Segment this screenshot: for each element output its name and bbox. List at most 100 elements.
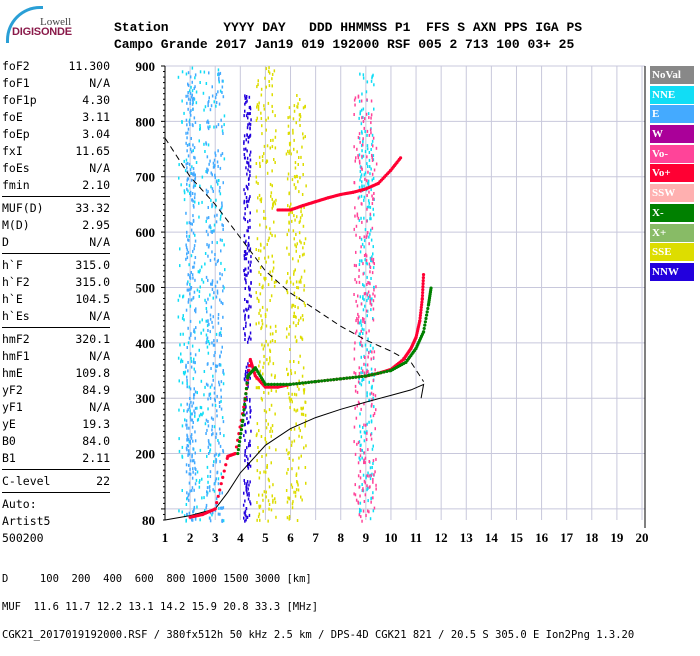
noise-point bbox=[357, 94, 360, 98]
noise-point bbox=[221, 129, 224, 133]
O-trace-point bbox=[242, 405, 246, 409]
noise-point bbox=[257, 107, 260, 111]
noise-point bbox=[259, 249, 262, 253]
noise-point bbox=[264, 437, 266, 440]
noise-point bbox=[194, 411, 196, 415]
noise-point bbox=[367, 509, 369, 513]
O-trace-point bbox=[247, 364, 252, 368]
noise-point bbox=[268, 84, 271, 88]
noise-point bbox=[207, 190, 209, 194]
noise-point bbox=[358, 366, 360, 370]
noise-point bbox=[207, 397, 209, 401]
noise-point bbox=[191, 518, 194, 522]
noise-point bbox=[217, 453, 220, 457]
autoscale-info: 500200 bbox=[2, 531, 44, 545]
noise-point bbox=[244, 109, 246, 113]
noise-point bbox=[193, 328, 195, 332]
noise-point bbox=[244, 338, 246, 341]
noise-point bbox=[190, 412, 192, 416]
noise-point bbox=[246, 246, 249, 250]
noise-point bbox=[188, 452, 191, 456]
noise-point bbox=[355, 156, 357, 160]
noise-point bbox=[191, 412, 193, 416]
noise-point bbox=[186, 426, 188, 430]
noise-point bbox=[263, 246, 265, 250]
noise-point bbox=[360, 435, 362, 439]
noise-point bbox=[205, 219, 207, 223]
noise-point bbox=[367, 179, 370, 183]
noise-point bbox=[269, 348, 271, 352]
noise-point bbox=[275, 389, 277, 393]
noise-point bbox=[177, 75, 180, 79]
noise-point bbox=[187, 83, 190, 87]
noise-point bbox=[359, 112, 361, 116]
noise-point bbox=[193, 329, 195, 333]
noise-point bbox=[353, 440, 355, 444]
noise-point bbox=[368, 262, 371, 266]
noise-point bbox=[286, 291, 289, 295]
noise-point bbox=[358, 321, 360, 325]
noise-point bbox=[207, 233, 209, 237]
noise-point bbox=[369, 128, 372, 132]
noise-point bbox=[296, 215, 298, 219]
noise-point bbox=[305, 184, 307, 188]
noise-point bbox=[190, 178, 193, 182]
x-tick-label: 1 bbox=[162, 530, 169, 545]
noise-point bbox=[194, 361, 196, 365]
noise-point bbox=[297, 180, 299, 184]
noise-point bbox=[246, 395, 248, 399]
noise-point bbox=[275, 515, 277, 519]
noise-point bbox=[185, 94, 187, 98]
noise-point bbox=[369, 266, 372, 269]
noise-point bbox=[247, 116, 249, 120]
noise-point bbox=[295, 422, 297, 426]
noise-point bbox=[212, 378, 214, 382]
noise-point bbox=[246, 126, 249, 130]
noise-point bbox=[294, 305, 296, 308]
noise-point bbox=[290, 372, 293, 376]
noise-point bbox=[211, 240, 213, 244]
noise-point bbox=[199, 518, 201, 522]
noise-point bbox=[209, 470, 212, 474]
noise-point bbox=[193, 290, 196, 294]
noise-point bbox=[371, 156, 373, 159]
noise-point bbox=[249, 480, 251, 484]
noise-point bbox=[296, 286, 298, 289]
noise-point bbox=[185, 518, 187, 522]
noise-point bbox=[214, 404, 217, 407]
param-name: h`E bbox=[2, 292, 23, 306]
noise-point bbox=[369, 295, 371, 299]
noise-point bbox=[189, 168, 192, 172]
noise-point bbox=[244, 156, 246, 160]
noise-point bbox=[244, 450, 246, 454]
noise-point bbox=[371, 142, 373, 146]
noise-point bbox=[217, 477, 220, 481]
noise-point bbox=[188, 463, 190, 467]
noise-point bbox=[244, 459, 246, 463]
noise-point bbox=[255, 175, 257, 179]
noise-point bbox=[305, 481, 307, 485]
noise-point bbox=[369, 477, 372, 481]
noise-point bbox=[365, 258, 368, 262]
noise-point bbox=[287, 149, 289, 153]
noise-point bbox=[219, 208, 222, 212]
noise-point bbox=[263, 104, 265, 108]
digisonde-logo: Lowell DIGISONDE bbox=[4, 4, 74, 43]
noise-point bbox=[255, 248, 257, 251]
noise-point bbox=[207, 320, 209, 324]
noise-point bbox=[372, 292, 374, 296]
noise-point bbox=[293, 175, 296, 179]
noise-point bbox=[222, 519, 225, 523]
noise-point bbox=[289, 325, 291, 328]
noise-point bbox=[353, 227, 355, 231]
X-trace-point bbox=[320, 379, 324, 383]
noise-point bbox=[186, 101, 188, 105]
noise-point bbox=[189, 439, 191, 443]
noise-point bbox=[353, 293, 355, 296]
X-trace-point bbox=[429, 286, 433, 290]
noise-point bbox=[185, 470, 188, 474]
noise-point bbox=[206, 493, 208, 497]
noise-point bbox=[244, 96, 246, 100]
noise-point bbox=[185, 243, 187, 247]
noise-point bbox=[360, 355, 362, 359]
